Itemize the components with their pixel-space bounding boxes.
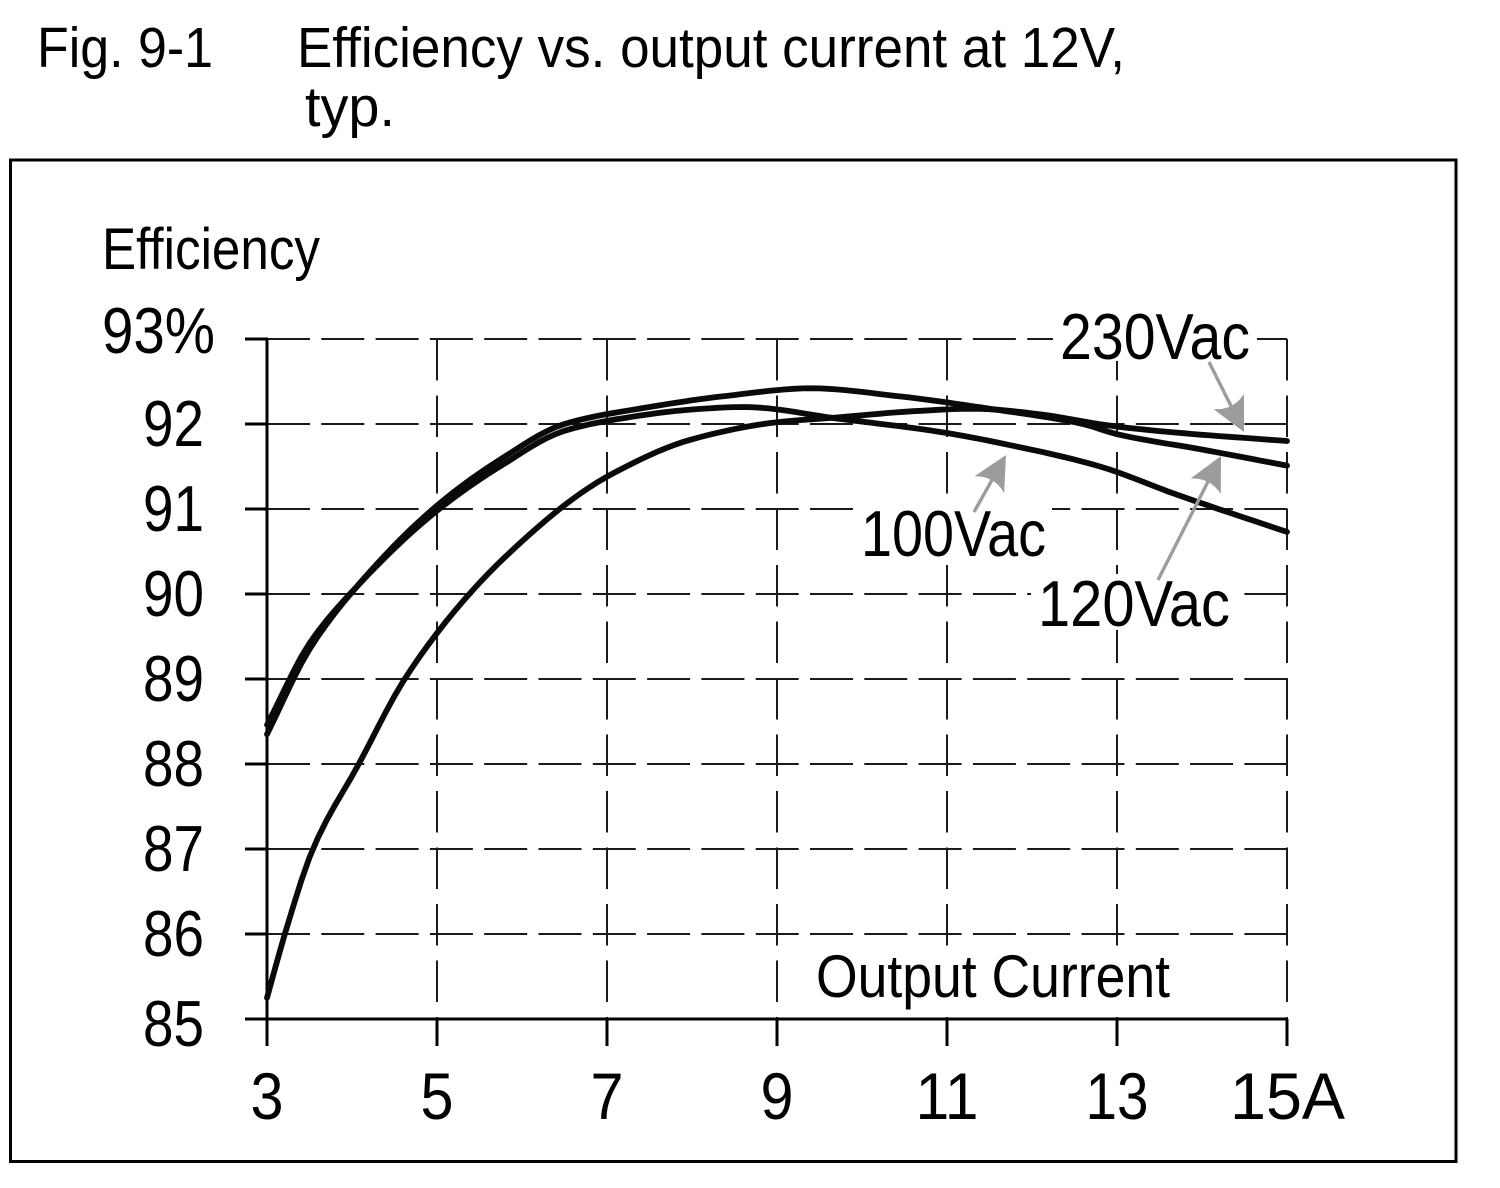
svg-text:15A: 15A: [1230, 1059, 1345, 1133]
svg-text:5: 5: [421, 1059, 454, 1133]
svg-text:230Vac: 230Vac: [1060, 300, 1250, 373]
svg-text:7: 7: [591, 1059, 624, 1133]
svg-text:91: 91: [143, 472, 204, 545]
svg-text:92: 92: [143, 387, 204, 460]
svg-text:90: 90: [143, 557, 204, 630]
svg-text:Fig. 9-1: Fig. 9-1: [37, 16, 213, 80]
svg-text:3: 3: [251, 1059, 284, 1133]
svg-text:100Vac: 100Vac: [861, 497, 1046, 570]
svg-text:Output Current: Output Current: [816, 943, 1170, 1010]
svg-text:Efficiency: Efficiency: [102, 217, 320, 282]
svg-text:120Vac: 120Vac: [1038, 567, 1230, 640]
svg-text:85: 85: [143, 987, 204, 1060]
svg-text:13: 13: [1086, 1059, 1149, 1133]
svg-text:87: 87: [143, 812, 204, 885]
svg-text:93%: 93%: [102, 294, 215, 367]
svg-text:11: 11: [916, 1059, 979, 1133]
svg-text:9: 9: [761, 1059, 794, 1133]
svg-text:86: 86: [143, 897, 204, 970]
svg-text:88: 88: [143, 727, 204, 800]
svg-text:89: 89: [143, 642, 204, 715]
svg-text:typ.: typ.: [305, 75, 395, 139]
svg-text:Efficiency vs. output current: Efficiency vs. output current at 12V,: [297, 16, 1125, 80]
